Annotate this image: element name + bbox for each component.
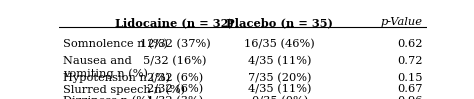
Text: 0.62: 0.62 <box>397 39 423 49</box>
Text: Hypotension n (%): Hypotension n (%) <box>63 73 170 83</box>
Text: Nausea and
vomiting n (%): Nausea and vomiting n (%) <box>63 56 148 79</box>
Text: 0.15: 0.15 <box>397 73 423 83</box>
Text: 7/35 (20%): 7/35 (20%) <box>248 73 311 83</box>
Text: 1/32 (3%): 1/32 (3%) <box>147 96 203 99</box>
Text: 4/35 (11%): 4/35 (11%) <box>248 56 311 66</box>
Text: 2/32 (6%): 2/32 (6%) <box>147 84 203 95</box>
Text: 4/35 (11%): 4/35 (11%) <box>248 84 311 95</box>
Text: Slurred speech n (%): Slurred speech n (%) <box>63 84 185 95</box>
Text: Dizziness n (%): Dizziness n (%) <box>63 96 151 99</box>
Text: 2/32 (6%): 2/32 (6%) <box>147 73 203 83</box>
Text: 0.67: 0.67 <box>397 84 423 94</box>
Text: 16/35 (46%): 16/35 (46%) <box>244 39 315 49</box>
Text: Placebo (n = 35): Placebo (n = 35) <box>226 17 333 28</box>
Text: 5/32 (16%): 5/32 (16%) <box>143 56 207 66</box>
Text: 0/35 (0%): 0/35 (0%) <box>252 96 308 99</box>
Text: Lidocaine (n = 32): Lidocaine (n = 32) <box>116 17 235 28</box>
Text: p-Value: p-Value <box>381 17 423 27</box>
Text: 0.96: 0.96 <box>397 96 423 99</box>
Text: Somnolence n (%): Somnolence n (%) <box>63 39 168 49</box>
Text: 0.72: 0.72 <box>397 56 423 66</box>
Text: 12/32 (37%): 12/32 (37%) <box>139 39 210 49</box>
